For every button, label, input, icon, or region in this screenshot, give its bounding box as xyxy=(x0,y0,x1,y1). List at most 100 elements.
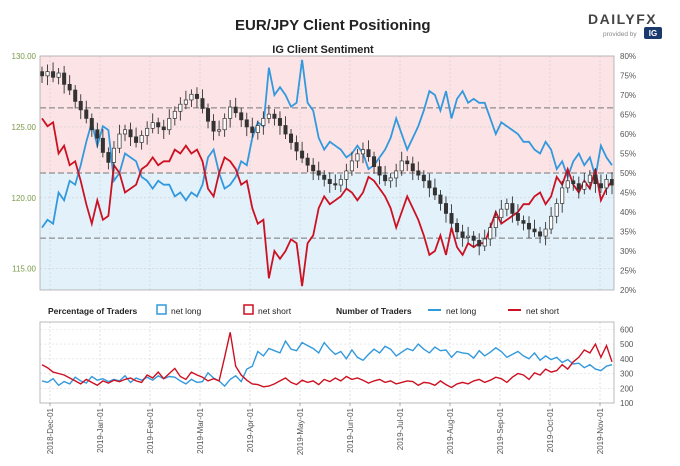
date-tick-label: 2019-Mar-01 xyxy=(196,407,205,453)
percent-tick-label: 60% xyxy=(620,130,636,139)
candle-body xyxy=(239,112,244,121)
candle-body xyxy=(388,177,393,182)
number-of-traders-panel: 100 200 300 400 500 600 xyxy=(39,321,634,408)
date-tick-label: 2019-Feb-01 xyxy=(146,407,155,453)
candle-body xyxy=(394,170,399,179)
candle-body xyxy=(150,122,155,129)
date-tick-label: 2019-Apr-01 xyxy=(246,407,255,452)
candle-body xyxy=(200,98,205,109)
candle-body xyxy=(449,213,454,224)
legend: Percentage of Traders net long net short… xyxy=(48,304,560,316)
candle-body xyxy=(222,118,227,131)
date-axis: 2018-Dec-01 2019-Jan-01 2019-Feb-01 2019-Ma… xyxy=(46,403,605,455)
candle-body xyxy=(89,118,94,131)
candle-body xyxy=(349,160,354,172)
candle-body xyxy=(305,157,310,166)
candle-body xyxy=(482,238,487,247)
count-tick-label: 200 xyxy=(620,384,634,393)
percent-tick-label: 80% xyxy=(620,52,636,61)
candle-body xyxy=(560,187,565,204)
candle-body xyxy=(316,170,321,176)
candle-body xyxy=(45,71,50,77)
candle-body xyxy=(609,179,615,186)
legend-pct-short-label: net short xyxy=(258,306,292,316)
legend-num-short-label: net short xyxy=(526,306,560,316)
lower-grid xyxy=(40,322,614,404)
candle-body xyxy=(554,203,559,217)
candle-body xyxy=(95,129,100,139)
candle-body xyxy=(244,119,249,128)
candle-body xyxy=(488,227,493,240)
percent-tick-label: 50% xyxy=(620,169,636,178)
percentage-axis: 20% 25% 30% 35% 40% 45% 50% 55% 60% 65% 70% 75% 80% xyxy=(620,52,636,295)
candle-body xyxy=(172,110,177,119)
legend-pct-title: Percentage of Traders xyxy=(48,306,138,316)
candle-body xyxy=(410,163,415,172)
candle-body xyxy=(593,174,598,184)
upper-frame xyxy=(39,55,615,291)
candle-body xyxy=(206,108,211,122)
count-axis: 100 200 300 400 500 600 xyxy=(620,325,634,408)
candle-body xyxy=(576,183,581,190)
chart-subtitle: IG Client Sentiment xyxy=(272,44,374,56)
candle-body xyxy=(250,126,255,133)
price-candles xyxy=(39,62,615,256)
price-axis: 115.00 120.00 125.00 130.00 xyxy=(12,52,37,274)
count-tick-label: 400 xyxy=(620,355,634,364)
candle-body xyxy=(51,71,56,78)
count-tick-label: 500 xyxy=(620,340,634,349)
candle-body xyxy=(261,118,266,126)
lower-frame xyxy=(39,321,615,404)
percent-tick-label: 45% xyxy=(620,189,636,198)
legend-pct-short-swatch xyxy=(243,304,254,315)
date-tick-label: 2019-Jan-01 xyxy=(96,407,105,452)
price-sentiment-panel: 115.00 120.00 125.00 130.00 20% 25% 30% 35% 40%… xyxy=(12,52,636,295)
candle-body xyxy=(344,170,349,180)
percent-tick-label: 65% xyxy=(620,111,636,120)
brand-name: DAILYFX xyxy=(588,11,657,27)
candle-body xyxy=(211,120,216,132)
candle-body xyxy=(167,118,172,131)
count-tick-label: 100 xyxy=(620,399,634,408)
percent-tick-label: 40% xyxy=(620,208,636,217)
candle-body xyxy=(183,99,188,105)
date-tick-label: 2019-Oct-01 xyxy=(546,407,555,452)
candle-body xyxy=(532,228,537,233)
dailyfx-logo: DAILYFX provided by IG xyxy=(588,11,662,39)
candle-body xyxy=(333,183,338,186)
legend-pct-long-swatch xyxy=(156,304,167,315)
legend-pct-long-label: net long xyxy=(171,306,202,316)
candle-body xyxy=(521,220,526,224)
percent-tick-label: 55% xyxy=(620,150,636,159)
candle-body xyxy=(515,213,520,221)
candle-body xyxy=(73,89,78,102)
net-short-zone xyxy=(40,56,614,173)
date-tick-label: 2019-May-01 xyxy=(296,407,305,455)
candle-body xyxy=(471,235,476,241)
candle-body xyxy=(39,71,45,77)
price-tick-label: 115.00 xyxy=(12,265,36,274)
candle-body xyxy=(161,126,166,131)
candle-body xyxy=(460,231,465,238)
candle-body xyxy=(366,149,371,158)
candle-body xyxy=(372,156,377,167)
candle-body xyxy=(582,181,587,190)
candle-body xyxy=(360,149,365,155)
candle-body xyxy=(145,127,150,136)
candle-body xyxy=(123,129,128,135)
count-tick-label: 300 xyxy=(620,370,634,379)
net-short-count-line xyxy=(41,332,613,389)
percent-tick-label: 70% xyxy=(620,91,636,100)
percent-tick-label: 20% xyxy=(620,286,636,295)
percent-tick-label: 25% xyxy=(620,267,636,276)
candle-body xyxy=(549,215,554,230)
brand-tagline: provided by xyxy=(603,31,637,38)
candle-body xyxy=(294,142,299,152)
chart-title: EUR/JPY Client Positioning xyxy=(235,17,431,34)
candle-body xyxy=(504,203,509,210)
net-long-zone xyxy=(40,173,614,290)
candle-body xyxy=(134,136,139,143)
candle-body xyxy=(194,93,199,99)
candle-body xyxy=(289,133,294,143)
candle-body xyxy=(117,133,122,149)
